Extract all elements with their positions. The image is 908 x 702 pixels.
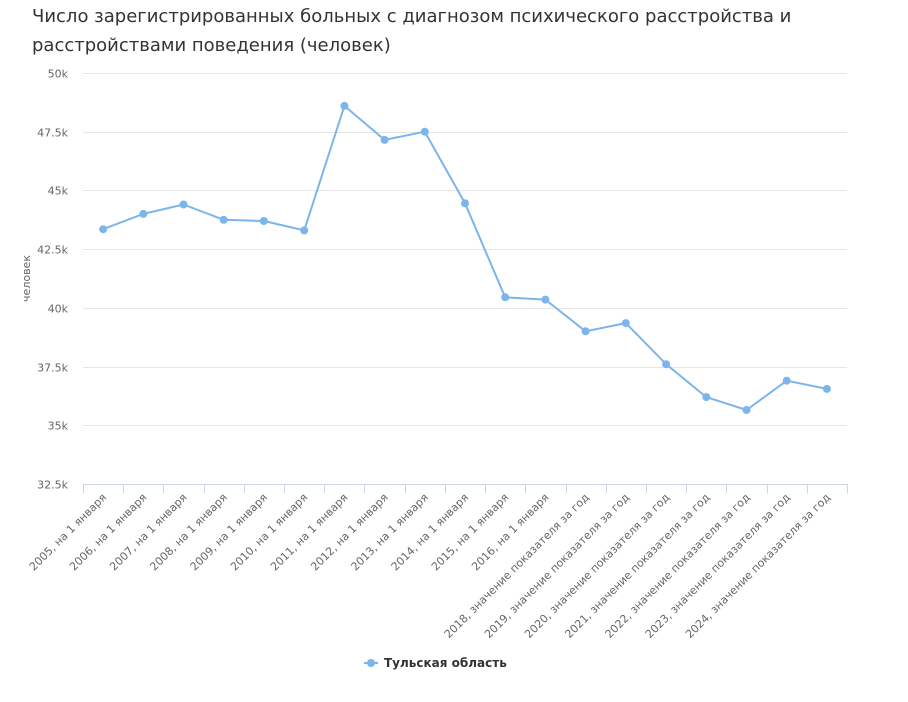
x-tick-label: 2013, на 1 января — [348, 491, 430, 573]
data-point[interactable] — [621, 319, 630, 328]
x-tick-label: 2009, на 1 января — [188, 491, 270, 573]
data-point[interactable] — [541, 295, 550, 304]
y-tick-label: 42.5k — [37, 244, 68, 257]
x-tick-label: 2008, на 1 января — [147, 491, 229, 573]
x-tick-label: 2018, значение показателя за год — [442, 491, 592, 641]
data-point[interactable] — [461, 199, 469, 208]
x-tick-label: 2007, на 1 января — [107, 491, 189, 573]
data-point[interactable] — [219, 215, 228, 224]
x-tick-label: 2022, значение показателя за год — [603, 491, 753, 641]
data-point[interactable] — [662, 360, 671, 369]
y-tick-label: 35k — [48, 420, 69, 433]
y-axis: 32.5k 35k 37.5k 40k 42.5k 45k 47.5k 50k человек — [20, 68, 69, 492]
series-area — [99, 101, 831, 414]
x-tick-label: 2024, значение показателя за год — [683, 491, 833, 641]
x-tick-label: 2015, на 1 января — [429, 491, 511, 573]
x-tick-label: 2023, значение показателя за год — [643, 491, 793, 641]
data-point[interactable] — [782, 376, 791, 385]
x-tick-label: 2010, на 1 января — [228, 491, 310, 573]
series-line — [102, 104, 828, 411]
data-point[interactable] — [822, 384, 831, 393]
legend[interactable]: Тульская область — [364, 656, 507, 670]
x-tick-label: 2006, на 1 января — [67, 491, 149, 573]
data-point[interactable] — [340, 101, 349, 110]
data-point[interactable] — [300, 226, 309, 235]
legend-item-label[interactable]: Тульская область — [384, 656, 507, 670]
data-point[interactable] — [99, 225, 108, 234]
chart-title: Число зарегистрированных больных с диагн… — [32, 6, 792, 56]
x-tick-label: 2005, на 1 января — [27, 491, 109, 573]
x-tick-label: 2019, значение показателя за год — [482, 491, 632, 641]
data-point[interactable] — [259, 217, 268, 225]
x-tick-label: 2020, значение показателя за год — [522, 491, 672, 641]
data-point[interactable] — [179, 200, 188, 209]
y-tick-label: 32.5k — [37, 479, 68, 492]
data-point[interactable] — [581, 327, 590, 336]
y-tick-label: 45k — [48, 185, 69, 198]
data-point[interactable] — [702, 393, 711, 402]
data-point[interactable] — [380, 135, 389, 144]
y-axis-title: человек — [20, 255, 33, 302]
x-tick-label: 2014, на 1 января — [389, 491, 471, 573]
data-point[interactable] — [742, 406, 751, 414]
x-tick-label: 2016, на 1 января — [469, 491, 551, 573]
x-tick-label: 2012, на 1 января — [308, 491, 390, 573]
x-tick-label: 2011, на 1 января — [268, 491, 350, 573]
y-tick-label: 47.5k — [37, 127, 68, 140]
x-tick-label: 2021, значение показателя за год — [562, 491, 712, 641]
y-tick-label: 37.5k — [37, 362, 68, 375]
data-point[interactable] — [420, 127, 429, 136]
y-tick-label: 40k — [48, 303, 69, 316]
data-point[interactable] — [501, 293, 510, 302]
y-tick-label: 50k — [48, 68, 69, 81]
data-point[interactable] — [139, 209, 148, 218]
grid-lines — [83, 73, 847, 426]
legend-marker — [367, 659, 375, 667]
